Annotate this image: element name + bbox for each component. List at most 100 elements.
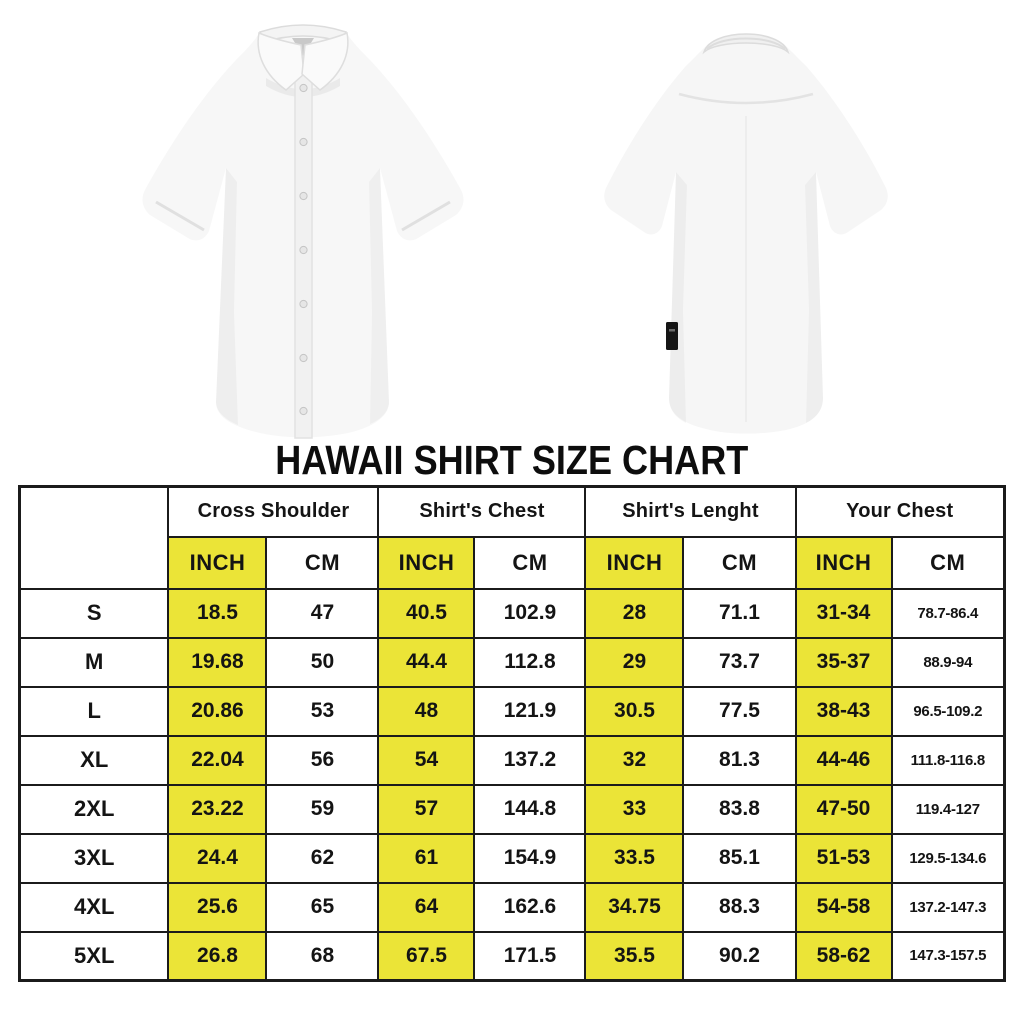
- shirts-lenght-cm-cell: 71.1: [682, 587, 797, 639]
- shirts-lenght-inch-cell: 33.5: [584, 832, 685, 884]
- cross-shoulder-cm-cell: 65: [265, 881, 380, 933]
- shirts-chest-cm-cell: 154.9: [473, 832, 587, 884]
- your-chest-inch-cell: 47-50: [794, 783, 893, 835]
- shirts-chest-cm-cell: 137.2: [473, 734, 587, 786]
- right-cuff-seam: [401, 200, 451, 232]
- yoke-seam: [678, 92, 814, 105]
- your-chest-cm-cell: 96.5-109.2: [890, 685, 1006, 737]
- shirts-lenght-cm-cell: 85.1: [682, 832, 797, 884]
- shirts-lenght-inch-cell: 30.5: [584, 685, 685, 737]
- shirts-lenght-inch-cell: 34.75: [584, 881, 685, 933]
- group-header-shirts-chest: Shirt's Chest: [377, 485, 587, 538]
- your-chest-cm-cell: 129.5-134.6: [890, 832, 1006, 884]
- size-label: M: [18, 636, 170, 688]
- shirts-lenght-cm-cell: 77.5: [682, 685, 797, 737]
- shirts-chest-inch-cell: 57: [377, 783, 476, 835]
- shirt-buttons: [299, 83, 308, 416]
- your-chest-cm-cell: 78.7-86.4: [890, 587, 1006, 639]
- unit-header-cm: CM: [265, 535, 380, 590]
- shirts-chest-inch-cell: 40.5: [377, 587, 476, 639]
- unit-header-inch: INCH: [377, 535, 476, 590]
- size-chart-table: Cross Shoulder Shirt's Chest Shirt's Len…: [17, 485, 1007, 982]
- size-label: 2XL: [18, 783, 170, 835]
- size-label: 4XL: [18, 881, 170, 933]
- shirts-chest-inch-cell: 54: [377, 734, 476, 786]
- group-header-your-chest: Your Chest: [794, 485, 1006, 538]
- table-row: 4XL 25.6 65 64 162.6 34.75 88.3 54-58 13…: [18, 881, 1006, 933]
- cross-shoulder-cm-cell: 50: [265, 636, 380, 688]
- shirts-lenght-inch-cell: 33: [584, 783, 685, 835]
- shirts-chest-cm-cell: 162.6: [473, 881, 587, 933]
- shirt-back-image: [604, 33, 888, 434]
- shirt-front-image: [142, 24, 464, 439]
- shirts-lenght-cm-cell: 83.8: [682, 783, 797, 835]
- page-title-text: HAWAII SHIRT SIZE CHART: [275, 437, 749, 483]
- size-label: XL: [18, 734, 170, 786]
- shirts-lenght-inch-cell: 32: [584, 734, 685, 786]
- cross-shoulder-cm-cell: 68: [265, 930, 380, 982]
- your-chest-inch-cell: 35-37: [794, 636, 893, 688]
- cross-shoulder-cm-cell: 59: [265, 783, 380, 835]
- size-label: S: [18, 587, 170, 639]
- unit-header-row: INCH CM INCH CM INCH CM INCH CM: [19, 535, 1006, 590]
- shirts-lenght-cm-cell: 73.7: [682, 636, 797, 688]
- table-row: 5XL 26.8 68 67.5 171.5 35.5 90.2 58-62 1…: [18, 930, 1006, 982]
- shirts-lenght-inch-cell: 29: [584, 636, 685, 688]
- shirts-chest-cm-cell: 144.8: [473, 783, 587, 835]
- shirts-chest-cm-cell: 121.9: [473, 685, 587, 737]
- shirts-chest-inch-cell: 48: [377, 685, 476, 737]
- table-row: XL 22.04 56 54 137.2 32 81.3 44-46 111.8…: [18, 734, 1006, 786]
- collar-right-flap: [301, 31, 349, 91]
- shirts-chest-inch-cell: 61: [377, 832, 476, 884]
- your-chest-cm-cell: 119.4-127: [890, 783, 1006, 835]
- group-header-row: Cross Shoulder Shirt's Chest Shirt's Len…: [18, 485, 1006, 590]
- side-tag-label: [669, 329, 675, 332]
- shirts-lenght-cm-cell: 81.3: [682, 734, 797, 786]
- size-label: 5XL: [18, 930, 170, 982]
- shirts-chest-inch-cell: 67.5: [377, 930, 476, 982]
- neck-opening-shadow: [292, 38, 314, 56]
- your-chest-cm-cell: 147.3-157.5: [890, 930, 1006, 982]
- cross-shoulder-inch-cell: 18.5: [167, 587, 268, 639]
- unit-header-inch: INCH: [584, 535, 685, 590]
- shirts-chest-inch-cell: 44.4: [377, 636, 476, 688]
- side-tag: [666, 322, 678, 350]
- shirts-lenght-cm-cell: 90.2: [682, 930, 797, 982]
- front-right-shading: [369, 168, 389, 424]
- cross-shoulder-cm-cell: 53: [265, 685, 380, 737]
- button-placket: [294, 73, 313, 439]
- left-cuff-seam: [155, 200, 205, 232]
- cross-shoulder-inch-cell: 23.22: [167, 783, 268, 835]
- under-collar-shadow: [266, 78, 340, 97]
- your-chest-cm-cell: 88.9-94: [890, 636, 1006, 688]
- size-label: 3XL: [18, 832, 170, 884]
- unit-header-cm: CM: [890, 535, 1006, 590]
- table-row: 3XL 24.4 62 61 154.9 33.5 85.1 51-53 129…: [18, 832, 1006, 884]
- group-header-cross-shoulder: Cross Shoulder: [167, 485, 380, 538]
- cross-shoulder-cm-cell: 47: [265, 587, 380, 639]
- shirts-chest-cm-cell: 171.5: [473, 930, 587, 982]
- cross-shoulder-inch-cell: 19.68: [167, 636, 268, 688]
- shirts-chest-cm-cell: 112.8: [473, 636, 587, 688]
- shirts-lenght-inch-cell: 35.5: [584, 930, 685, 982]
- your-chest-inch-cell: 44-46: [794, 734, 893, 786]
- your-chest-inch-cell: 38-43: [794, 685, 893, 737]
- unit-header-cm: CM: [473, 535, 587, 590]
- your-chest-cm-cell: 111.8-116.8: [890, 734, 1006, 786]
- table-row: 2XL 23.22 59 57 144.8 33 83.8 47-50 119.…: [18, 783, 1006, 835]
- your-chest-inch-cell: 58-62: [794, 930, 893, 982]
- shirts-chest-cm-cell: 102.9: [473, 587, 587, 639]
- unit-header-cm: CM: [682, 535, 797, 590]
- page-title: HAWAII SHIRT SIZE CHART: [0, 440, 1024, 481]
- cross-shoulder-cm-cell: 62: [265, 832, 380, 884]
- cross-shoulder-cm-cell: 56: [265, 734, 380, 786]
- table-row: L 20.86 53 48 121.9 30.5 77.5 38-43 96.5…: [18, 685, 1006, 737]
- cross-shoulder-inch-cell: 22.04: [167, 734, 268, 786]
- back-collar-fold-line: [706, 37, 786, 50]
- cross-shoulder-inch-cell: 26.8: [167, 930, 268, 982]
- table-row: M 19.68 50 44.4 112.8 29 73.7 35-37 88.9…: [18, 636, 1006, 688]
- corner-cell: [18, 485, 170, 590]
- shirts-chest-inch-cell: 64: [377, 881, 476, 933]
- size-chart-page: HAWAII SHIRT SIZE CHART Cross Shoulder S…: [0, 24, 1024, 982]
- cross-shoulder-inch-cell: 24.4: [167, 832, 268, 884]
